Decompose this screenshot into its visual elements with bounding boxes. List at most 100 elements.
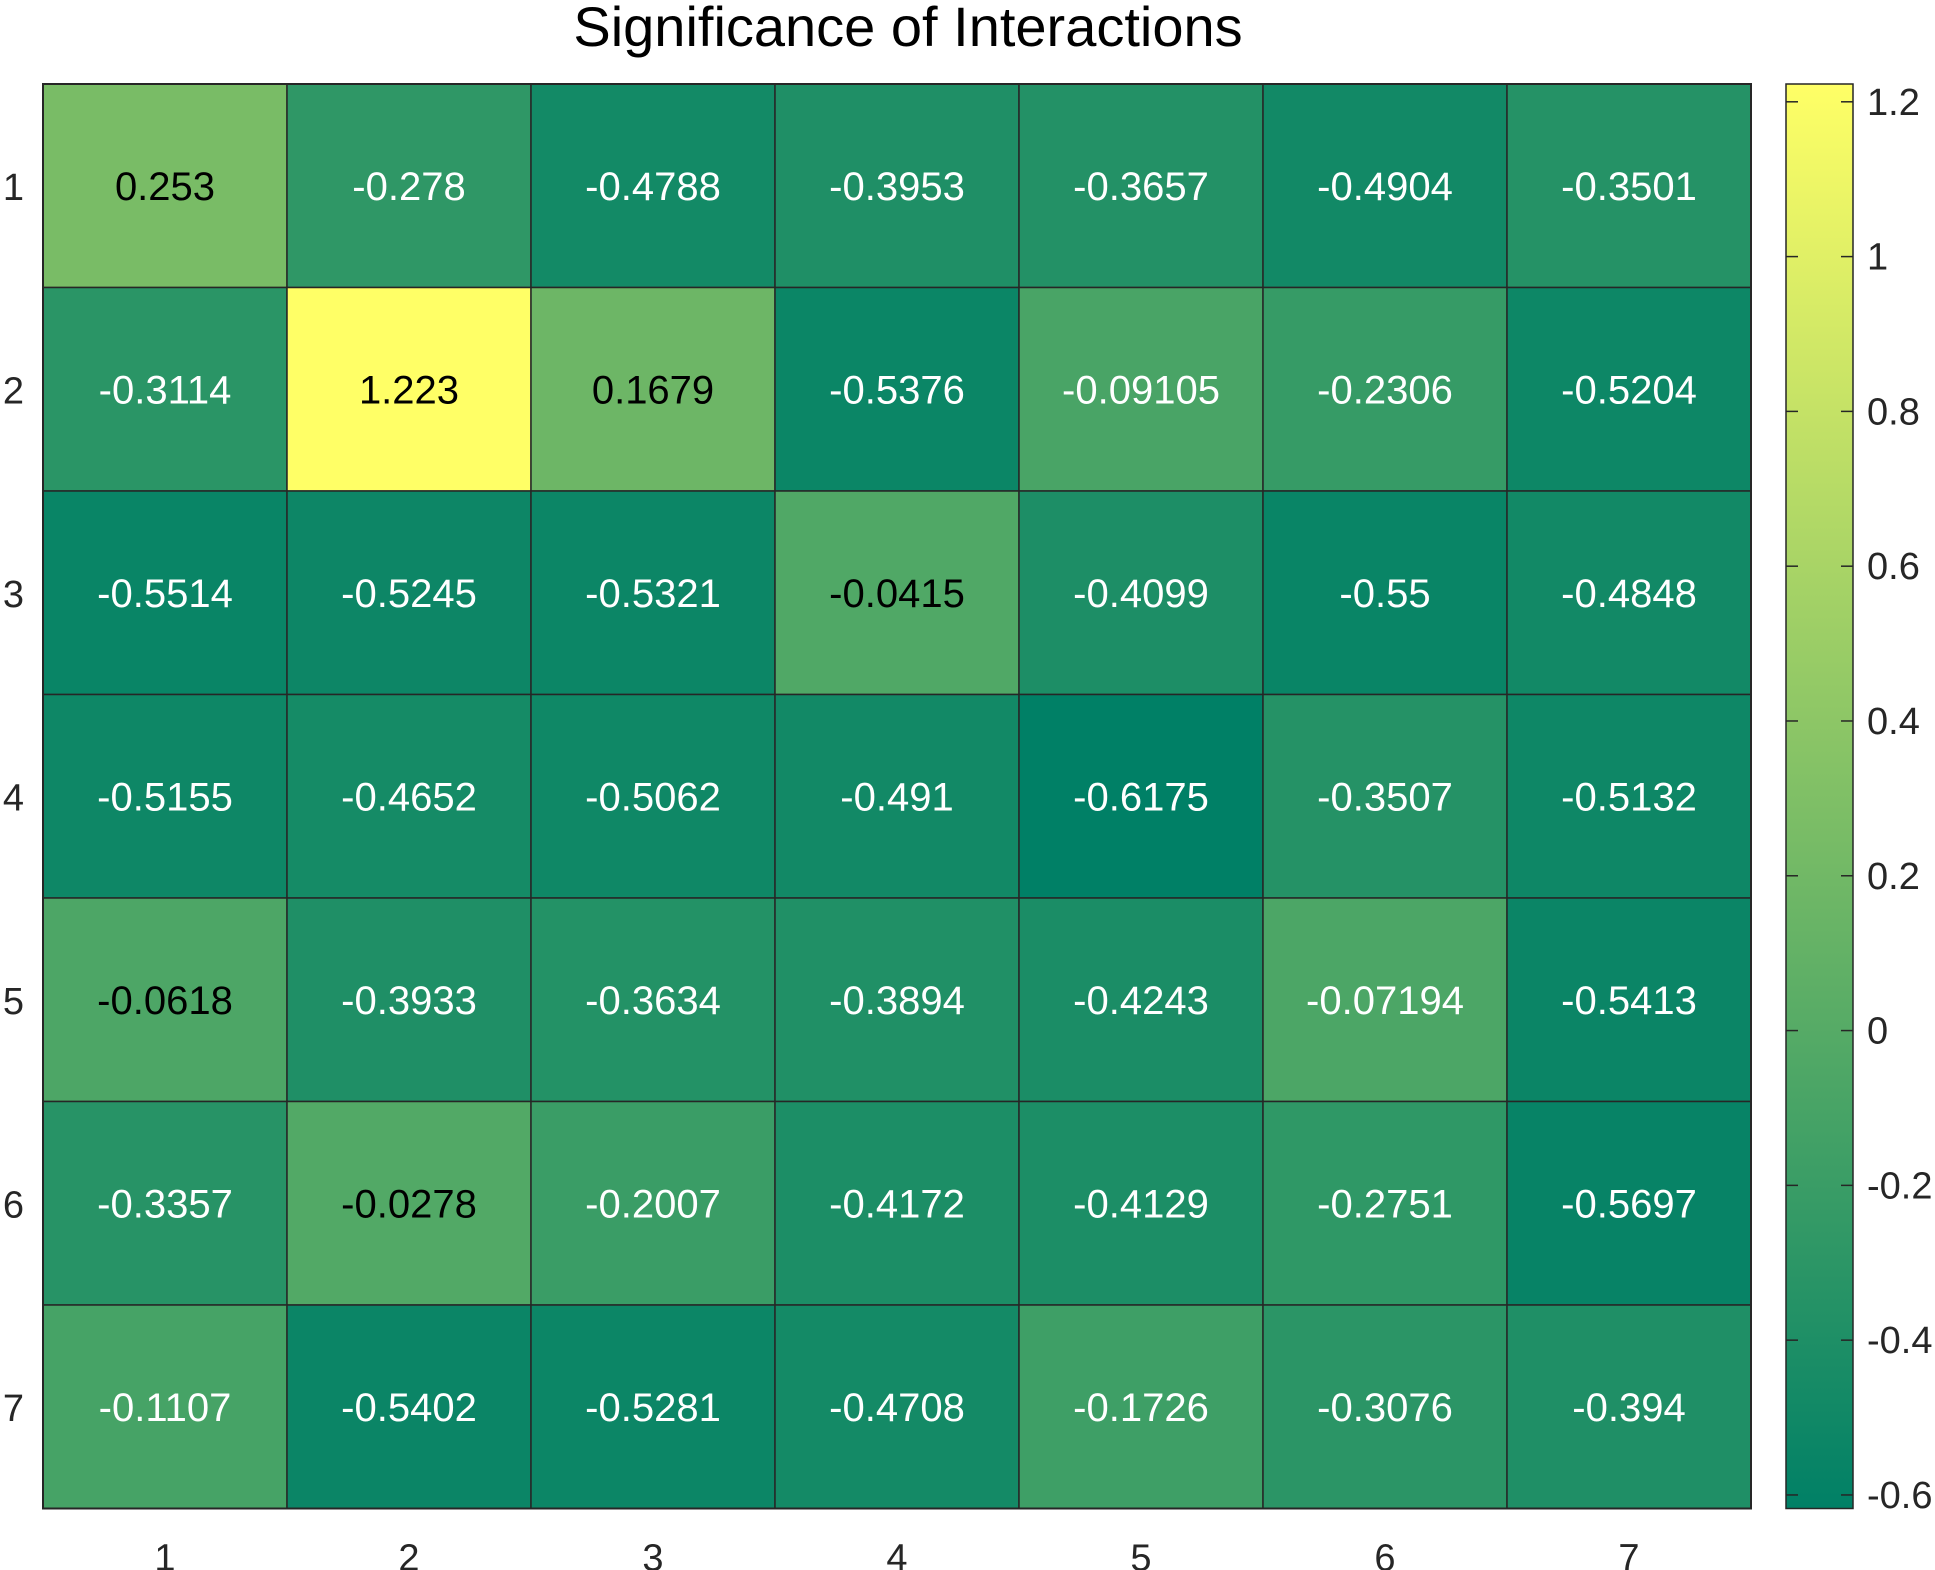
cell-value-label: -0.5402	[341, 1386, 477, 1430]
heatmap-cell	[774, 1100, 1020, 1306]
cell-value-label: -0.09105	[1062, 368, 1220, 412]
heatmap-cell	[1262, 83, 1508, 289]
colorbar-tick-label: 0.8	[1867, 391, 1920, 433]
plot-border	[42, 83, 1752, 1510]
heatmap-cell	[774, 490, 1020, 696]
x-tick-label: 3	[642, 1538, 663, 1570]
heatmap-cell	[1262, 286, 1508, 492]
heatmap-cell	[530, 897, 776, 1103]
heatmap-cell	[1018, 1304, 1264, 1510]
heatmap-cell	[530, 1304, 776, 1510]
heatmap-cell	[1018, 1100, 1264, 1306]
y-tick-label: 1	[3, 167, 24, 209]
colorbar-tick-label: 0.4	[1867, 701, 1920, 743]
heatmap-cell	[1018, 286, 1264, 492]
cell-value-label: -0.3933	[341, 979, 477, 1023]
heatmap-cell	[286, 1100, 532, 1306]
cell-value-label: -0.3894	[829, 979, 965, 1023]
cell-value-label: -0.3657	[1073, 165, 1209, 209]
heatmap-cell	[1506, 286, 1752, 492]
chart-title: Significance of Interactions	[573, 0, 1242, 58]
heatmap-cell	[1262, 1304, 1508, 1510]
heatmap-cell	[774, 693, 1020, 899]
heatmap-cell	[286, 693, 532, 899]
y-tick-label: 6	[3, 1184, 24, 1226]
cell-value-label: -0.5204	[1561, 368, 1697, 412]
cell-value-label: -0.5413	[1561, 979, 1697, 1023]
colorbar-ticks: -0.6 -0.4 -0.2 0 0.2 0.4 0.6 0.8 1 1.2	[1786, 82, 1932, 1517]
cell-value-label: -0.5514	[97, 572, 233, 616]
cell-value-label: -0.4788	[585, 165, 721, 209]
cell-value-label: -0.3357	[97, 1182, 233, 1226]
cell-value-label: -0.3114	[99, 368, 232, 412]
cell-value-label: -0.5062	[585, 775, 721, 819]
heatmap-cell	[1018, 83, 1264, 289]
cell-value-label: -0.3507	[1317, 775, 1453, 819]
heatmap-cell	[286, 83, 532, 289]
cell-value-label: -0.0278	[341, 1182, 477, 1226]
cell-value-label: -0.5132	[1561, 775, 1697, 819]
cell-value-label: -0.5281	[585, 1386, 721, 1430]
heatmap-cell	[774, 1304, 1020, 1510]
x-axis-ticks: 1 2 3 4 5 6 7	[154, 1538, 1639, 1570]
heatmap-cell	[530, 1100, 776, 1306]
x-tick-label: 1	[154, 1538, 175, 1570]
cell-value-label: -0.3076	[1317, 1386, 1453, 1430]
cell-value-label: 0.253	[115, 165, 215, 209]
cell-value-label: -0.4243	[1073, 979, 1209, 1023]
y-tick-label: 2	[3, 370, 24, 412]
heatmap-cell	[1506, 490, 1752, 696]
heatmap-cell	[1018, 490, 1264, 696]
cell-value-label: -0.4904	[1317, 165, 1453, 209]
colorbar-gradient	[1785, 83, 1854, 1510]
colorbar-tick-label: 0.6	[1867, 546, 1920, 588]
colorbar-tick-label: 1.2	[1867, 82, 1920, 124]
cell-value-label: -0.2306	[1317, 368, 1453, 412]
colorbar: -0.6 -0.4 -0.2 0 0.2 0.4 0.6 0.8 1 1.2	[1785, 82, 1932, 1517]
heatmap-cell	[1262, 693, 1508, 899]
colorbar-tick-label: -0.4	[1867, 1320, 1932, 1362]
y-tick-label: 4	[3, 777, 24, 819]
y-tick-label: 5	[3, 981, 24, 1023]
heatmap-cell	[42, 693, 288, 899]
heatmap-cell	[1262, 897, 1508, 1103]
heatmap-cell	[42, 897, 288, 1103]
cell-value-label: -0.5321	[585, 572, 721, 616]
cell-value-label: -0.491	[840, 775, 953, 819]
colorbar-tick-label: -0.2	[1867, 1165, 1932, 1207]
cell-value-label: -0.5155	[97, 775, 233, 819]
cell-value-label: -0.2007	[585, 1182, 721, 1226]
heatmap-cell	[1506, 897, 1752, 1103]
cell-value-label: -0.2751	[1317, 1182, 1453, 1226]
heatmap-cell	[1506, 693, 1752, 899]
cell-value-label: -0.4172	[829, 1182, 965, 1226]
heatmap-cells: 0.253 -0.278 -0.4788 -0.3953 -0.3657 -0.4904 -…	[42, 83, 1752, 1510]
y-tick-label: 3	[3, 574, 24, 616]
heatmap-cell	[1506, 83, 1752, 289]
cell-value-label: -0.55	[1339, 572, 1430, 616]
heatmap-cell	[42, 490, 288, 696]
heatmap-cell	[774, 83, 1020, 289]
y-axis-ticks: 1 2 3 4 5 6 7	[3, 167, 24, 1430]
cell-value-label: -0.4848	[1561, 572, 1697, 616]
cell-value-label: -0.3953	[829, 165, 965, 209]
heatmap-cell	[42, 83, 288, 289]
cell-value-label: -0.4708	[829, 1386, 965, 1430]
heatmap-cell	[42, 1100, 288, 1306]
heatmap-cell	[286, 490, 532, 696]
cell-value-label: -0.07194	[1306, 979, 1464, 1023]
heatmap-cell	[530, 286, 776, 492]
heatmap-cell	[530, 490, 776, 696]
heatmap-cell	[42, 286, 288, 492]
x-tick-label: 4	[886, 1538, 907, 1570]
cell-value-label: 1.223	[359, 368, 459, 412]
heatmap-cell	[42, 1304, 288, 1510]
y-tick-label: 7	[3, 1388, 24, 1430]
cell-value-label: -0.3634	[585, 979, 721, 1023]
heatmap-cell	[1262, 490, 1508, 696]
heatmap-cell	[1506, 1100, 1752, 1306]
cell-value-label: -0.5245	[341, 572, 477, 616]
cell-value-label: -0.1726	[1073, 1386, 1209, 1430]
heatmap-cell	[286, 1304, 532, 1510]
heatmap-cell	[1506, 1304, 1752, 1510]
